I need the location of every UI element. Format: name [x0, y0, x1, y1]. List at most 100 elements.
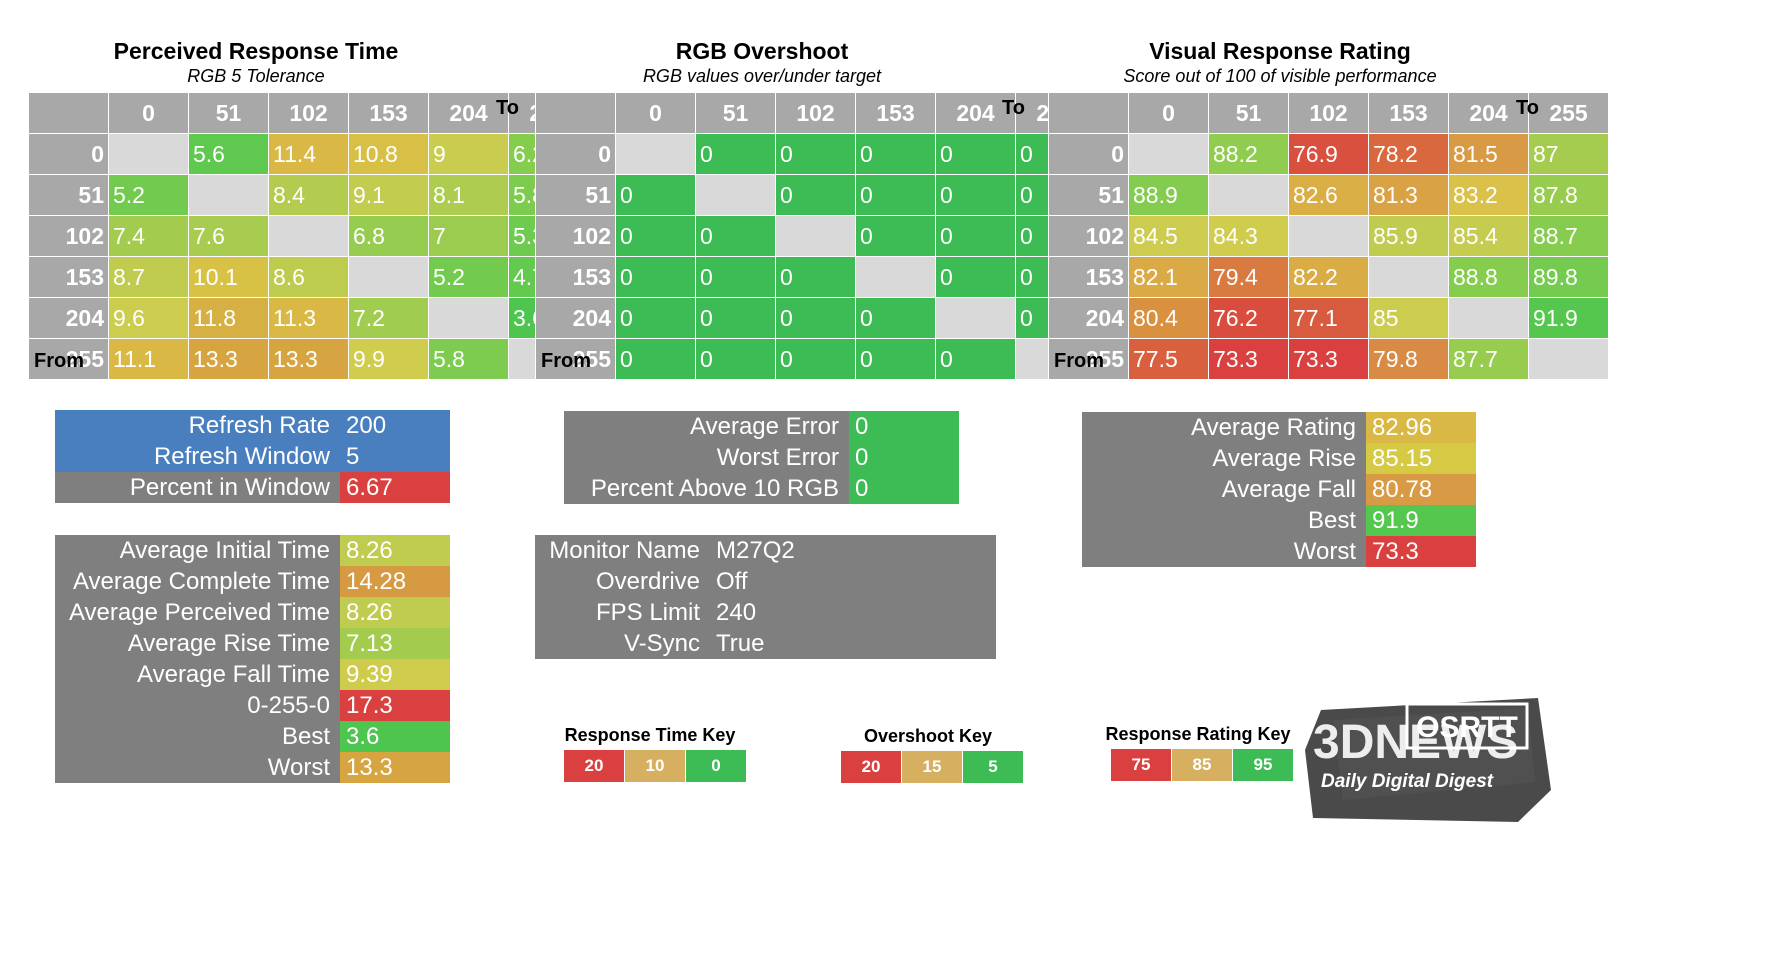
heatmap-cell: 6.8	[348, 215, 429, 257]
heatmap-cell: 76.9	[1288, 133, 1369, 175]
heatmap-cell: 0	[695, 133, 776, 175]
heatmap-cell-empty	[775, 215, 856, 257]
column-header: 0	[108, 92, 189, 134]
monitor-info-box: Monitor Name M27Q2 Overdrive Off FPS Limit 24…	[535, 535, 996, 659]
stat-label: Average Rise	[1082, 443, 1366, 474]
row-header: 153	[535, 256, 616, 298]
heatmap-cell: 79.8	[1368, 338, 1449, 380]
row-header: 51	[28, 174, 109, 216]
column-header: 51	[695, 92, 776, 134]
3dnews-osrtt-logo: OSRTT 3DNEWS Daily Digital Digest	[1303, 690, 1553, 830]
stat-value: 91.9	[1366, 505, 1476, 536]
stat-value: 3.6	[340, 721, 450, 752]
stat-label: FPS Limit	[535, 597, 710, 628]
column-header: 51	[188, 92, 269, 134]
stat-value: 17.3	[340, 690, 450, 721]
heatmap-cell: 79.4	[1208, 256, 1289, 298]
heatmap-cell: 0	[935, 338, 1016, 380]
column-header: 153	[1368, 92, 1449, 134]
heatmap-cell: 0	[695, 256, 776, 298]
heatmap-overshoot: 0511021532042550000005100000102000001530…	[535, 92, 1096, 380]
heatmap-cell: 10.1	[188, 256, 269, 298]
heatmap-cell: 0	[935, 174, 1016, 216]
heatmap-cell: 73.3	[1288, 338, 1369, 380]
stat-value: 82.96	[1366, 412, 1476, 443]
stat-label: Average Rating	[1082, 412, 1366, 443]
key-swatch: 20	[563, 749, 625, 783]
svg-text:OSRTT: OSRTT	[1416, 711, 1518, 744]
heatmap-cell: 0	[775, 338, 856, 380]
row-header: 102	[1048, 215, 1129, 257]
heatmap-cell: 7.6	[188, 215, 269, 257]
axis-from-label: From	[541, 350, 591, 372]
heatmap-cell: 11.1	[108, 338, 189, 380]
row-header: 51	[1048, 174, 1129, 216]
column-header: 204	[428, 92, 509, 134]
heatmap-cell: 7	[428, 215, 509, 257]
heatmap-cell-empty	[855, 256, 936, 298]
stat-label: Percent Above 10 RGB	[564, 473, 849, 504]
heatmap-cell: 9	[428, 133, 509, 175]
stat-label: 0-255-0	[55, 690, 340, 721]
axis-from-label: From	[1054, 350, 1104, 372]
heatmap-cell: 80.4	[1128, 297, 1209, 339]
heatmap-cell: 0	[775, 256, 856, 298]
stat-value: 200	[340, 410, 450, 441]
heatmap-cell: 81.3	[1368, 174, 1449, 216]
heatmap-cell: 5.2	[108, 174, 189, 216]
stat-label: Average Rise Time	[55, 628, 340, 659]
heatmap-cell: 73.3	[1208, 338, 1289, 380]
stat-value: 8.26	[340, 597, 450, 628]
heatmap-cell: 0	[695, 297, 776, 339]
heatmap-response-time: 05110215320425505.611.410.896.2515.28.49…	[28, 92, 589, 380]
response-time-key: 20 10 0	[563, 749, 747, 783]
row-header: 255	[535, 338, 616, 380]
stat-value: 0	[849, 473, 959, 504]
heatmap-cell: 82.1	[1128, 256, 1209, 298]
heatmap-cell: 0	[695, 215, 776, 257]
column-header: 102	[268, 92, 349, 134]
heatmap-cell: 8.1	[428, 174, 509, 216]
panel-title-overshoot: RGB Overshoot	[675, 38, 849, 64]
stat-label: Overdrive	[535, 566, 710, 597]
stat-value: 8.26	[340, 535, 450, 566]
heatmap-cell: 87	[1528, 133, 1609, 175]
heatmap-cell: 88.8	[1448, 256, 1529, 298]
row-header: 0	[535, 133, 616, 175]
heatmap-cell: 81.5	[1448, 133, 1529, 175]
row-header: 255	[1048, 338, 1129, 380]
heatmap-cell: 85	[1368, 297, 1449, 339]
heatmap-cell: 0	[615, 297, 696, 339]
heatmap-cell: 9.9	[348, 338, 429, 380]
heatmap-cell: 13.3	[268, 338, 349, 380]
column-header: 102	[775, 92, 856, 134]
stat-label: Average Error	[564, 411, 849, 442]
heatmap-rating: 0 51 102 153 204 255 0 88.2 76.9 78.2 81.5 87 51 88.9…	[1048, 92, 1609, 380]
heatmap-cell: 0	[855, 215, 936, 257]
column-header: 0	[615, 92, 696, 134]
heatmap-cell: 13.3	[188, 338, 269, 380]
stat-value: 13.3	[340, 752, 450, 783]
stat-value: 0	[849, 411, 959, 442]
stat-label: Monitor Name	[535, 535, 710, 566]
grid-corner	[1048, 92, 1129, 134]
stat-value: 0	[849, 442, 959, 473]
row-header: 204	[535, 297, 616, 339]
heatmap-cell: 0	[855, 133, 936, 175]
rating-key-title: Response Rating Key	[1105, 724, 1291, 744]
heatmap-cell: 85.4	[1448, 215, 1529, 257]
heatmap-cell: 0	[935, 133, 1016, 175]
stat-value: True	[710, 628, 996, 659]
heatmap-cell: 87.7	[1448, 338, 1529, 380]
stat-label: Average Initial Time	[55, 535, 340, 566]
heatmap-cell: 0	[775, 297, 856, 339]
heatmap-cell: 88.7	[1528, 215, 1609, 257]
heatmap-cell: 84.3	[1208, 215, 1289, 257]
heatmap-cell: 8.4	[268, 174, 349, 216]
stat-label: Average Perceived Time	[55, 597, 340, 628]
heatmap-cell: 77.5	[1128, 338, 1209, 380]
heatmap-cell: 91.9	[1528, 297, 1609, 339]
stat-value: M27Q2	[710, 535, 996, 566]
heatmap-cell: 85.9	[1368, 215, 1449, 257]
row-header: 153	[28, 256, 109, 298]
